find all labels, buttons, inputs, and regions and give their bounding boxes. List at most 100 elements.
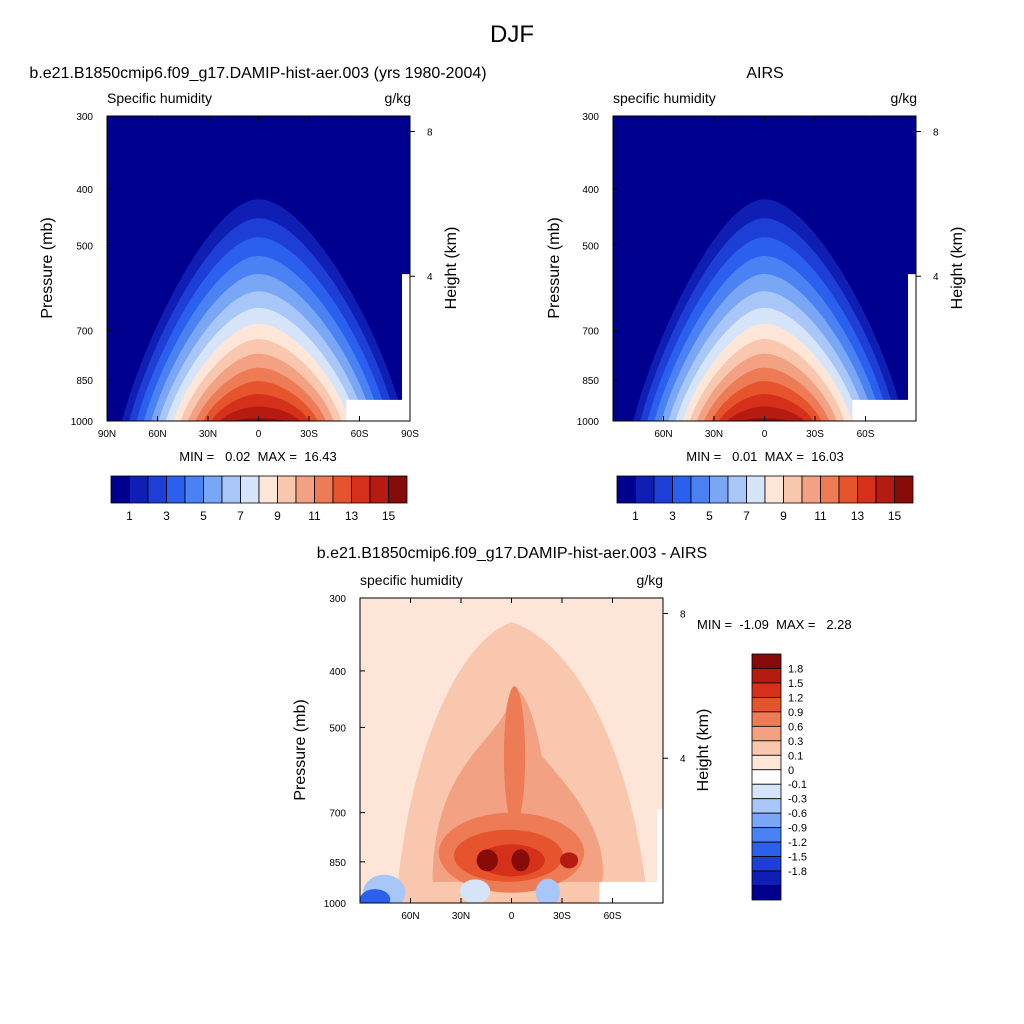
colorbar-label: 0.1: [788, 750, 803, 762]
colorbar-label: -0.3: [788, 794, 807, 806]
colorbar-swatch: [751, 682, 782, 698]
colorbar-swatch: [751, 798, 782, 814]
colorbar-label: 7: [237, 509, 244, 523]
colorbar-swatch: [746, 475, 766, 504]
contour-band: [740, 418, 791, 421]
colorbar-swatch: [727, 475, 747, 504]
colorbar-label: 5: [706, 509, 713, 523]
model-min-max: MIN = 0.02 MAX = 16.43: [179, 449, 337, 464]
contour-band: [233, 418, 286, 421]
obs-y-axis-label: Pressure (mb): [546, 217, 563, 318]
x-tick-label: 60N: [654, 429, 672, 440]
colorbar-swatch: [258, 475, 278, 504]
colorbar-swatch: [616, 475, 636, 504]
colorbar-label: 7: [743, 509, 750, 523]
x-tick-label: 0: [509, 911, 515, 922]
colorbar-label: -0.9: [788, 823, 807, 835]
x-tick-label: 30S: [553, 911, 571, 922]
colorbar-swatch: [221, 475, 241, 504]
obs-contour-field: [613, 116, 916, 421]
x-tick-label: 30S: [300, 429, 318, 440]
contour-band: [503, 686, 526, 827]
y-tick-label: 300: [76, 112, 93, 123]
colorbar-label: 3: [163, 509, 170, 523]
colorbar-swatch: [110, 475, 130, 504]
contour-band: [727, 406, 805, 421]
x-tick-label: 30N: [705, 429, 723, 440]
x-tick-label: 60S: [857, 429, 875, 440]
obs-x-axis: 60N 30N 0 30S 60S: [654, 116, 875, 440]
colorbar-label: 0.3: [788, 736, 803, 748]
colorbar-label: 5: [200, 509, 207, 523]
colorbar-swatch: [369, 475, 389, 504]
y-tick-label: 1000: [324, 899, 347, 910]
colorbar-swatch: [388, 475, 408, 504]
height-tick-label: 8: [933, 127, 939, 138]
colorbar-swatch: [332, 475, 352, 504]
diff-min-max: MIN = -1.09 MAX = 2.28: [697, 617, 852, 632]
height-tick-label: 4: [680, 754, 686, 765]
obs-colorbar: 1 3 5 7 9 11 13 15: [616, 475, 914, 523]
model-y-axis: 300 400 500 700 850 1000: [71, 112, 112, 428]
panel-diff: b.e21.B1850cmip6.f09_g17.DAMIP-hist-aer.…: [292, 545, 852, 922]
colorbar-label: -1.2: [788, 837, 807, 849]
colorbar-swatch: [751, 711, 782, 727]
colorbar-label: 3: [669, 509, 676, 523]
y-tick-label: 400: [329, 667, 346, 678]
colorbar-swatch: [709, 475, 729, 504]
colorbar-swatch: [751, 885, 782, 901]
x-tick-label: 30S: [806, 429, 824, 440]
y-tick-label: 500: [76, 241, 93, 252]
obs-height-axis-label: Height (km): [949, 227, 966, 310]
colorbar-swatch: [820, 475, 840, 504]
colorbar-swatch: [801, 475, 821, 504]
colorbar-swatch: [751, 856, 782, 872]
colorbar-swatch: [147, 475, 167, 504]
height-tick-label: 8: [427, 127, 433, 138]
colorbar-swatch: [240, 475, 260, 504]
x-tick-label: 30N: [199, 429, 217, 440]
colorbar-swatch: [203, 475, 223, 504]
colorbar-swatch: [129, 475, 149, 504]
colorbar-label: 11: [308, 509, 321, 523]
diff-colorbar: 1.8 1.5 1.2 0.9 0.6 0.3 0.1 0 -0.1 -0.3 -0.6 -0.9 -1…: [751, 653, 807, 901]
y-tick-label: 850: [76, 376, 93, 387]
model-height-axis-label: Height (km): [443, 227, 460, 310]
x-tick-label: 60S: [604, 911, 622, 922]
obs-units-label: g/kg: [891, 90, 917, 106]
colorbar-swatch: [751, 783, 782, 800]
colorbar-swatch: [838, 475, 858, 504]
y-tick-label: 850: [329, 858, 346, 869]
missing-data-mask: [346, 399, 410, 421]
colorbar-swatch: [894, 475, 914, 504]
missing-data-mask: [599, 881, 663, 903]
x-tick-label: 0: [256, 429, 262, 440]
model-variable-label: Specific humidity: [107, 90, 212, 106]
colorbar-swatch: [751, 870, 782, 886]
contour-band: [476, 849, 498, 872]
obs-variable-label: specific humidity: [613, 90, 716, 106]
colorbar-label: -1.5: [788, 852, 807, 864]
y-tick-label: 700: [582, 327, 599, 338]
missing-data-mask: [402, 274, 410, 421]
x-tick-label: 90N: [98, 429, 116, 440]
diff-height-axis-label: Height (km): [695, 709, 712, 792]
colorbar-label: 13: [851, 509, 865, 523]
model-contour-field: [107, 116, 410, 421]
height-tick-label: 8: [680, 609, 686, 620]
colorbar-label: 0: [788, 765, 794, 777]
colorbar-swatch: [653, 475, 673, 504]
x-tick-label: 60N: [401, 911, 419, 922]
colorbar-label: -0.6: [788, 808, 807, 820]
colorbar-swatch: [751, 740, 782, 756]
colorbar-swatch: [751, 653, 782, 669]
colorbar-swatch: [184, 475, 204, 504]
y-tick-label: 1000: [577, 417, 600, 428]
y-tick-label: 500: [582, 241, 599, 252]
model-panel-title: b.e21.B1850cmip6.f09_g17.DAMIP-hist-aer.…: [29, 65, 486, 82]
figure-title: DJF: [490, 21, 534, 48]
colorbar-swatch: [751, 769, 782, 785]
colorbar-swatch: [166, 475, 186, 504]
colorbar-swatch: [764, 475, 784, 504]
